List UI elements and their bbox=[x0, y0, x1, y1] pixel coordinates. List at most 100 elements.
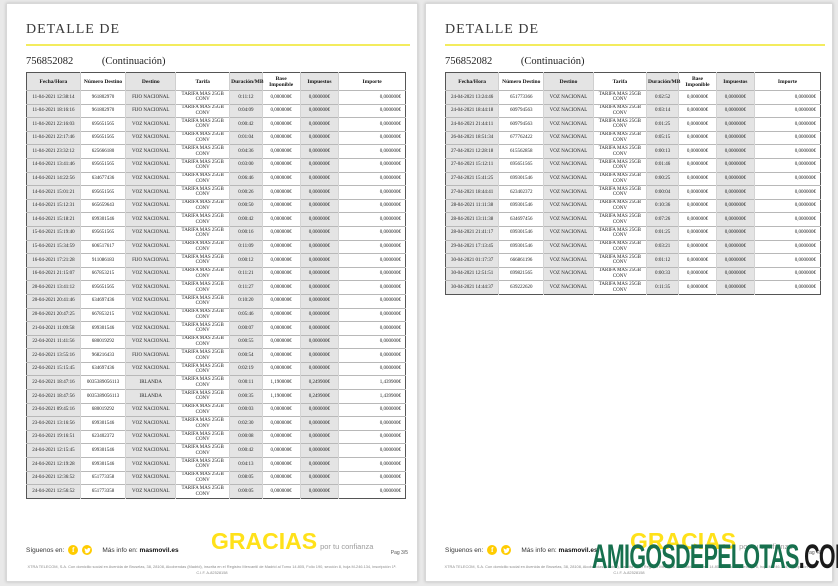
column-header: Tarifa bbox=[175, 72, 230, 91]
table-cell: 0,000000€ bbox=[299, 266, 339, 281]
table-row: 22-04-2021 15:15:45 634697436 VOZ NACIONAL… bbox=[26, 361, 406, 376]
table-cell: 0,000000€ bbox=[715, 212, 755, 227]
table-cell: 699301546 bbox=[79, 416, 126, 431]
table-cell: 0,000000€ bbox=[261, 321, 301, 336]
table-cell: 0,000000€ bbox=[299, 334, 339, 349]
table-cell: 0,000000€ bbox=[338, 185, 406, 200]
table-cell: TARIFA MÁS 25GB CONV bbox=[175, 470, 230, 485]
facebook-icon[interactable]: f bbox=[68, 545, 79, 555]
table-cell: 0,000000€ bbox=[299, 470, 339, 485]
table-cell: 0,000000€ bbox=[261, 429, 301, 444]
table-cell: VOZ NACIONAL bbox=[543, 239, 594, 254]
table-cell: 0,000000€ bbox=[754, 90, 821, 105]
table-row: 27-04-2021 12:28:18 615562858 VOZ NACIONAL… bbox=[445, 144, 821, 159]
table-cell: 0,000000€ bbox=[754, 280, 821, 295]
table-cell: 0,000000€ bbox=[338, 225, 406, 241]
column-header: Destino bbox=[125, 72, 176, 91]
table-cell: 0,000000€ bbox=[678, 266, 717, 281]
table-cell: 634697436 bbox=[79, 361, 126, 376]
facebook-icon[interactable]: f bbox=[487, 545, 498, 555]
table-row: 16-04-2021 21:15:07 667853215 VOZ NACIONAL… bbox=[26, 266, 406, 281]
column-header: Número Destino bbox=[498, 72, 544, 91]
table-cell: 0:01:12 bbox=[645, 253, 679, 268]
table-cell: 0:00:04 bbox=[645, 185, 679, 200]
table-cell: 0,000000€ bbox=[299, 280, 339, 295]
table-cell: 0,000000€ bbox=[715, 157, 755, 173]
table-row: 20-04-2021 20:47:25 667853215 VOZ NACIONAL… bbox=[26, 307, 406, 322]
twitter-icon[interactable] bbox=[82, 545, 93, 555]
column-header: Número Destino bbox=[79, 72, 126, 91]
table-cell: 26-04-2021 18:51:34 bbox=[445, 130, 499, 145]
masmovil-link[interactable]: masmovil.es bbox=[558, 546, 598, 554]
table-cell: 0,000000€ bbox=[299, 157, 339, 173]
table-cell: VOZ NACIONAL bbox=[125, 130, 176, 145]
table-cell: 0,000000€ bbox=[299, 429, 339, 444]
table-cell: 0,000000€ bbox=[338, 334, 406, 349]
table-cell: 0,000000€ bbox=[715, 144, 755, 159]
twitter-icon[interactable] bbox=[501, 545, 512, 555]
table-cell: TARIFA MÁS 25GB CONV bbox=[175, 280, 230, 295]
table-cell: 14-04-2021 13:41:46 bbox=[26, 157, 81, 173]
table-cell: 0,000000€ bbox=[715, 90, 755, 105]
table-cell: 911086183 bbox=[79, 253, 126, 268]
table-cell: 0,000000€ bbox=[261, 484, 301, 499]
table-cell: 695651565 bbox=[79, 280, 126, 295]
call-table-body: 11-04-2021 12:38:14 961802970 FIJO NACIONA… bbox=[26, 90, 406, 499]
reference-number: 756852082 bbox=[26, 56, 74, 67]
table-cell: 699821565 bbox=[498, 266, 544, 281]
table-cell: 0,000000€ bbox=[338, 307, 406, 322]
table-row: 14-04-2021 13:41:46 695651565 VOZ NACIONAL… bbox=[26, 157, 406, 173]
table-cell: TARIFA MÁS 25GB CONV bbox=[592, 90, 647, 105]
table-cell: 0,000000€ bbox=[261, 144, 301, 159]
table-cell: 15-04-2021 15:19:40 bbox=[26, 225, 81, 241]
table-cell: 0,000000€ bbox=[299, 307, 339, 322]
table-cell: 695651565 bbox=[79, 185, 126, 200]
table-cell: TARIFA MÁS 25GB CONV bbox=[175, 171, 230, 186]
table-cell: 0:00:16 bbox=[229, 225, 263, 241]
table-cell: 0:03:14 bbox=[645, 103, 679, 118]
table-row: 28-04-2021 11:11:38 699301546 VOZ NACIONAL… bbox=[445, 198, 821, 213]
table-cell: VOZ NACIONAL bbox=[125, 361, 176, 376]
table-cell: 0,000000€ bbox=[299, 443, 339, 458]
table-cell: 27-04-2021 12:28:18 bbox=[445, 144, 499, 159]
table-cell: 634697456 bbox=[498, 212, 544, 227]
table-cell: TARIFA MÁS 25GB CONV bbox=[175, 416, 230, 431]
column-header: Fecha/Hora bbox=[445, 72, 499, 91]
table-cell: 609794563 bbox=[498, 103, 544, 118]
table-cell: 0,000000€ bbox=[261, 266, 301, 281]
column-header: Impuestos bbox=[715, 72, 755, 91]
table-cell: 0,000000€ bbox=[299, 90, 339, 105]
table-cell: 0,000000€ bbox=[261, 470, 301, 485]
column-header: Duración/MB bbox=[645, 72, 680, 91]
table-cell: 699301546 bbox=[79, 457, 126, 472]
table-row: 27-04-2021 15:41:25 699301546 VOZ NACIONAL… bbox=[445, 171, 821, 186]
table-cell: 0,000000€ bbox=[299, 239, 339, 254]
header-row: Fecha/Hora Número Destino Destino Tarifa Dur… bbox=[26, 72, 406, 91]
table-cell: 0,000000€ bbox=[299, 212, 339, 227]
table-cell: 0,000000€ bbox=[261, 117, 301, 132]
table-cell: 0:00:25 bbox=[645, 171, 679, 186]
table-cell: TARIFA MÁS 25GB CONV bbox=[175, 429, 230, 444]
table-cell: TARIFA MÁS 25GB CONV bbox=[592, 185, 647, 200]
table-cell: FIJO NACIONAL bbox=[125, 348, 176, 363]
table-cell: 0:07:26 bbox=[645, 212, 679, 227]
column-header: Impuestos bbox=[299, 72, 339, 91]
table-cell: 0:04:36 bbox=[229, 144, 263, 159]
table-cell: 0:11:12 bbox=[229, 90, 263, 105]
table-cell: TARIFA MÁS 25GB CONV bbox=[175, 117, 230, 132]
table-row: 11-04-2021 22:17:46 695651565 VOZ NACIONAL… bbox=[26, 130, 406, 145]
table-cell: 0,249900€ bbox=[299, 375, 339, 390]
table-cell: 677762422 bbox=[498, 130, 544, 145]
table-cell: 0,000000€ bbox=[754, 225, 821, 241]
table-cell: 699301546 bbox=[498, 239, 544, 254]
thanks-message: GRACIAS por tu confianza bbox=[630, 530, 792, 553]
table-cell: TARIFA MÁS 25GB CONV bbox=[592, 280, 647, 295]
table-cell: 21-04-2021 11:09:58 bbox=[26, 321, 81, 336]
table-cell: 0,000000€ bbox=[338, 212, 406, 227]
table-row: 24-04-2021 12:36:52 651773358 VOZ NACIONAL… bbox=[26, 470, 406, 485]
table-cell: 0,000000€ bbox=[678, 185, 717, 200]
table-cell: 0,000000€ bbox=[299, 402, 339, 417]
amigosdepelotas-watermark[interactable]: AMIGOSDEPELOTAS.COM bbox=[592, 540, 838, 574]
table-cell: 11-04-2021 23:32:12 bbox=[26, 144, 81, 159]
masmovil-link[interactable]: masmovil.es bbox=[139, 546, 179, 554]
